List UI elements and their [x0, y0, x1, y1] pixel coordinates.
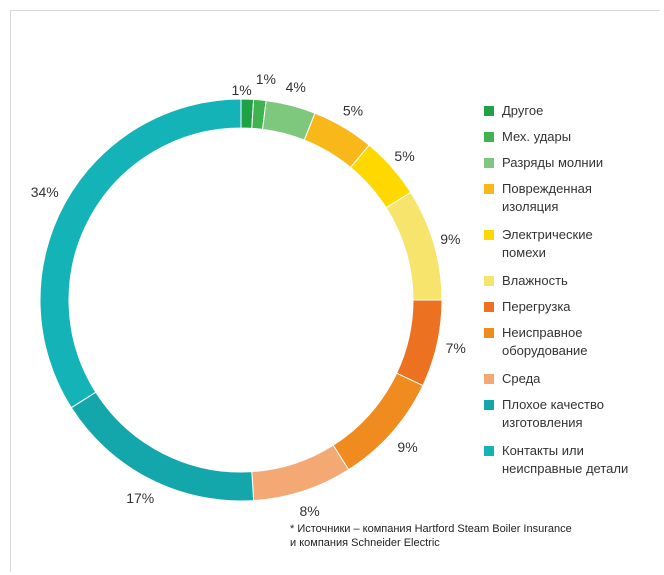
legend-swatch: [484, 106, 494, 116]
slice-value-label: 17%: [126, 490, 154, 506]
slice-value-label: 1%: [256, 71, 276, 87]
legend-label: Поврежденная изоляция: [502, 181, 592, 214]
legend-label: Электрические помехи: [502, 227, 593, 260]
legend-swatch: [484, 446, 494, 456]
legend-label: Мех. удары: [502, 129, 572, 144]
panel-border: [10, 10, 660, 572]
legend-swatch: [484, 400, 494, 410]
legend-swatch: [484, 374, 494, 384]
legend-label: Другое: [502, 103, 544, 118]
legend-swatch: [484, 132, 494, 142]
legend-swatch: [484, 158, 494, 168]
source-footnote: * Источники – компания Hartford Steam Bo…: [290, 523, 572, 549]
legend-item: Плохое качество изготовления: [484, 396, 604, 432]
legend-label: Разряды молнии: [502, 155, 604, 170]
donut-slice: [395, 299, 443, 387]
legend-item: Электрические помехи: [484, 226, 593, 262]
slice-value-label: 9%: [397, 439, 417, 455]
legend-swatch: [484, 276, 494, 286]
slice-value-label: 34%: [31, 184, 59, 200]
legend-item: Неисправное оборудование: [484, 324, 588, 360]
legend-item: Влажность: [484, 272, 568, 290]
slice-value-label: 9%: [440, 231, 460, 247]
donut-slice: [385, 191, 443, 301]
donut-slices: [39, 98, 443, 502]
slice-value-label: 1%: [231, 82, 251, 98]
legend-item: Среда: [484, 370, 540, 388]
legend-item: Перегрузка: [484, 298, 571, 316]
donut-slice: [70, 391, 255, 502]
legend-label: Влажность: [502, 273, 568, 288]
donut-slice: [251, 444, 350, 502]
legend-item: Мех. удары: [484, 128, 571, 146]
legend-label: Перегрузка: [502, 299, 571, 314]
legend-item: Разряды молнии: [484, 154, 603, 172]
legend-label: Неисправное оборудование: [502, 325, 588, 358]
legend-label: Среда: [502, 371, 541, 386]
legend-swatch: [484, 302, 494, 312]
slice-value-labels: 1% 1% 4% 5% 5% 9% 7% 9% 8% 17% 34%: [31, 71, 466, 519]
legend-swatch: [484, 230, 494, 240]
donut-slice: [39, 98, 242, 409]
legend-swatch: [484, 184, 494, 194]
legend-item: Контакты или неисправные детали: [484, 442, 628, 478]
donut-slice: [332, 372, 424, 471]
legend-label: Плохое качество изготовления: [502, 397, 604, 430]
slice-value-label: 5%: [343, 103, 363, 119]
slice-value-label: 7%: [446, 340, 466, 356]
legend-item: Другое: [484, 102, 543, 120]
legend-label: Контакты или неисправные детали: [502, 443, 629, 476]
slice-value-label: 5%: [394, 148, 414, 164]
slice-value-label: 4%: [286, 79, 306, 95]
legend-item: Поврежденная изоляция: [484, 180, 592, 216]
legend-swatch: [484, 328, 494, 338]
slice-value-label: 8%: [299, 503, 319, 519]
